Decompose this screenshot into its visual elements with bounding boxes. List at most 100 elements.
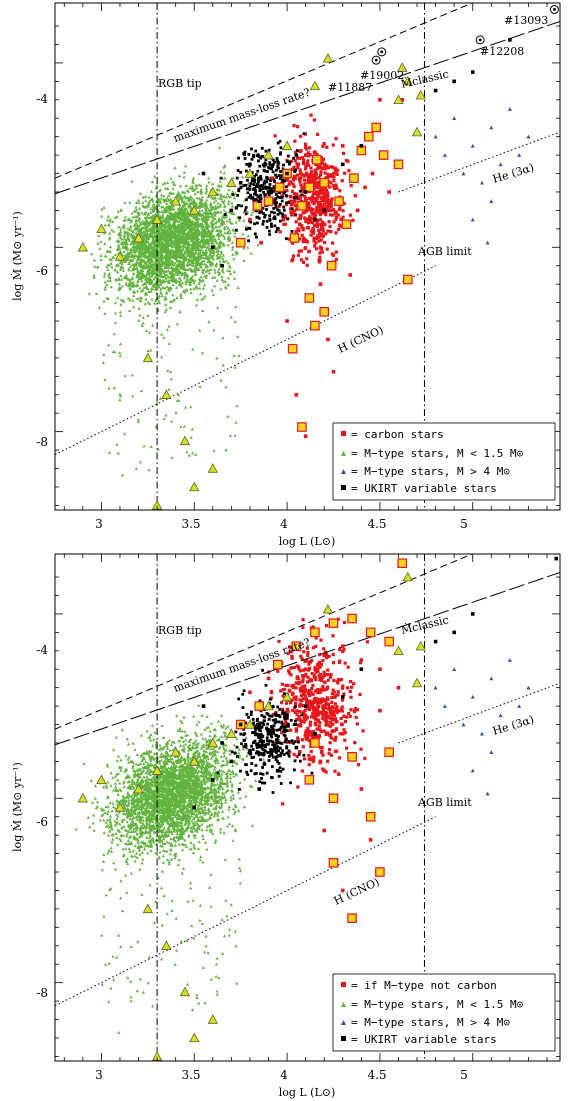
low-mass-star-point — [212, 284, 217, 288]
red-star-point — [315, 197, 319, 201]
low-mass-star-point — [121, 298, 125, 302]
ukirt-star-point — [279, 151, 283, 155]
low-mass-star-point — [125, 252, 129, 256]
ukirt-star-point — [259, 156, 263, 160]
low-mass-star-point — [189, 276, 193, 280]
top-panel-legend: = carbon stars = M−type stars, M < 1.5 M… — [332, 422, 556, 501]
low-mass-star-point — [132, 823, 136, 827]
low-mass-star-point — [171, 293, 175, 297]
low-mass-star-point — [143, 277, 148, 281]
red-star-point — [302, 189, 306, 194]
low-mass-star-point — [227, 228, 231, 232]
low-mass-star-point — [194, 246, 198, 250]
red-star-point — [313, 180, 317, 184]
low-mass-star-point — [206, 259, 211, 263]
low-mass-star-point — [107, 273, 111, 277]
low-mass-star-point — [179, 435, 191, 446]
low-mass-star-point — [193, 257, 197, 261]
ukirt-star-point — [268, 214, 272, 218]
red-star-point — [294, 230, 298, 234]
low-mass-star-point — [171, 272, 175, 276]
low-mass-star-point — [180, 230, 184, 234]
low-mass-star-point — [174, 211, 178, 215]
low-mass-star-point — [162, 269, 166, 273]
low-mass-star-point — [242, 218, 246, 222]
red-star-point — [323, 206, 328, 211]
low-mass-star-point — [161, 241, 165, 245]
low-mass-star-point — [229, 315, 233, 319]
red-star-point — [303, 434, 308, 439]
ukirt-star-point — [248, 184, 252, 188]
ukirt-star-point — [260, 154, 264, 158]
low-mass-star-point — [191, 189, 195, 193]
low-mass-star-point — [174, 286, 179, 289]
low-mass-star-point — [204, 205, 208, 209]
ukirt-star-point — [266, 177, 270, 181]
low-mass-star-point — [143, 847, 147, 851]
low-mass-star-point — [190, 268, 194, 272]
low-mass-star-point — [129, 250, 134, 254]
low-mass-star-point — [185, 236, 189, 240]
ukirt-star-point — [277, 174, 281, 177]
low-mass-star-point — [150, 265, 155, 269]
ukirt-star-point — [264, 186, 268, 190]
red-star-point — [341, 215, 345, 219]
labeled-star-center — [380, 50, 384, 54]
ukirt-star-point — [264, 149, 268, 153]
low-mass-star-point — [163, 295, 167, 299]
low-mass-star-point — [218, 196, 222, 200]
ukirt-star-point — [255, 185, 259, 189]
low-mass-star-point — [151, 248, 156, 252]
low-mass-star-point — [117, 263, 121, 267]
low-mass-star-point — [185, 216, 189, 220]
low-mass-star-point — [131, 215, 135, 219]
ukirt-star-point — [266, 186, 270, 189]
low-mass-star-point — [222, 260, 226, 264]
low-mass-star-point — [249, 251, 253, 255]
low-mass-star-point — [234, 252, 238, 256]
red-star-point — [304, 239, 308, 243]
low-mass-star-point — [195, 298, 199, 302]
low-mass-star-point — [157, 230, 161, 234]
low-mass-star-point — [163, 254, 167, 258]
low-mass-star-point — [141, 826, 145, 830]
low-mass-star-point — [74, 827, 78, 831]
low-mass-star-point — [173, 253, 178, 257]
red-star-point — [311, 177, 315, 181]
low-mass-star-point — [135, 267, 140, 271]
low-mass-star-point — [197, 208, 202, 212]
low-mass-star-point — [191, 263, 195, 267]
low-mass-star-point — [198, 328, 202, 332]
red-star-point — [288, 207, 293, 211]
low-mass-star-point — [125, 246, 129, 250]
low-mass-star-point — [203, 234, 207, 238]
ukirt-star-point — [263, 215, 267, 219]
red-star-point — [315, 152, 319, 157]
low-mass-star-point — [217, 224, 221, 228]
low-mass-star-point — [180, 284, 184, 288]
ukirt-star-point — [211, 245, 215, 250]
low-mass-star-point — [219, 251, 224, 255]
ukirt-star-point — [274, 168, 278, 172]
low-mass-star-point — [201, 241, 205, 245]
low-mass-star-point — [136, 269, 140, 273]
red-star-point — [320, 220, 325, 224]
ukirt-star-point — [246, 191, 250, 195]
low-mass-star-point — [219, 240, 223, 244]
low-mass-star-point — [117, 244, 121, 248]
ukirt-star-point — [231, 193, 235, 196]
low-mass-star-point — [140, 274, 144, 278]
low-mass-star-point — [180, 206, 185, 210]
low-mass-star-point — [200, 297, 204, 301]
red-star-point — [324, 232, 328, 236]
ukirt-star-point — [259, 197, 263, 201]
low-mass-star-point — [220, 199, 224, 203]
low-mass-star-point — [194, 186, 199, 190]
red-star-point — [281, 217, 286, 222]
low-mass-star-point — [159, 282, 163, 286]
low-mass-star-point — [203, 245, 208, 249]
low-mass-star-point — [144, 279, 149, 283]
low-mass-star-point — [164, 225, 168, 229]
ukirt-star-point — [276, 159, 280, 163]
low-mass-star-point — [152, 271, 156, 275]
